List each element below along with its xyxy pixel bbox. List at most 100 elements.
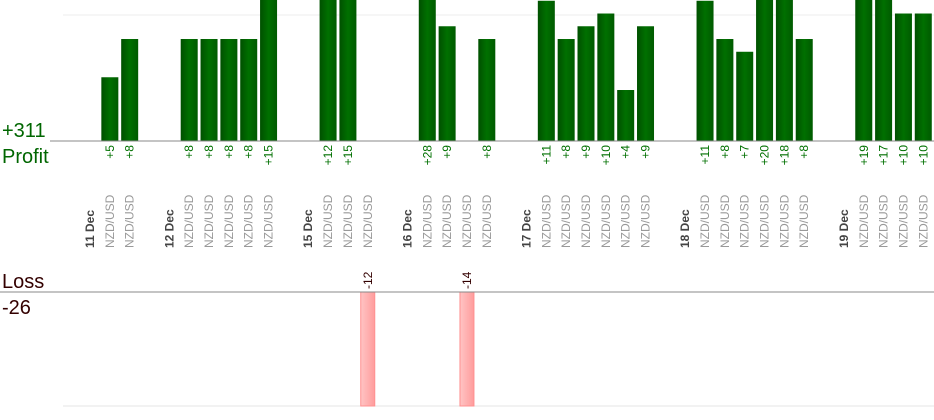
profit-value-label: +5 <box>103 145 117 159</box>
profit-value-label: +8 <box>797 145 811 159</box>
profit-bar <box>260 0 278 141</box>
pair-label: NZD/USD <box>460 194 474 248</box>
pair-label: NZD/USD <box>480 194 494 248</box>
profit-value-label: +8 <box>718 145 732 159</box>
pair-label: NZD/USD <box>123 194 137 248</box>
profit-value-label: +18 <box>777 145 791 166</box>
date-label: 18 Dec <box>678 209 692 248</box>
profit-bar <box>240 39 258 141</box>
pair-label: NZD/USD <box>857 194 871 248</box>
profit-value-label: +8 <box>242 145 256 159</box>
profit-bar <box>696 0 714 141</box>
profit-bar <box>894 13 912 141</box>
pair-label: NZD/USD <box>539 194 553 248</box>
pair-label: NZD/USD <box>797 194 811 248</box>
profit-value-label: +20 <box>758 145 772 166</box>
date-label: 16 Dec <box>400 209 414 248</box>
pair-label: NZD/USD <box>559 194 573 248</box>
pair-label: NZD/USD <box>758 194 772 248</box>
profit-value-label: +19 <box>857 145 871 166</box>
profit-label: Profit <box>2 146 49 168</box>
profit-bar <box>795 39 813 141</box>
profit-bar <box>775 0 793 141</box>
profit-bar <box>577 26 595 141</box>
pair-label: NZD/USD <box>103 194 117 248</box>
pair-label: NZD/USD <box>619 194 633 248</box>
profit-bar <box>875 0 893 141</box>
profit-bar <box>121 39 139 141</box>
profit-bar <box>319 0 337 141</box>
pair-label: NZD/USD <box>599 194 613 248</box>
pair-label: NZD/USD <box>916 194 930 248</box>
date-label: 15 Dec <box>301 209 315 248</box>
profit-bar <box>557 39 575 141</box>
profit-bar <box>438 26 456 141</box>
profit-value-label: +9 <box>440 145 454 159</box>
pair-label: NZD/USD <box>777 194 791 248</box>
profit-value-label: +11 <box>698 145 712 165</box>
profit-value-label: +8 <box>222 145 236 159</box>
date-label: 17 Dec <box>519 209 533 248</box>
profit-bar <box>101 77 119 141</box>
profit-bar <box>220 39 238 141</box>
pair-label: NZD/USD <box>262 194 276 248</box>
profit-value-label: +12 <box>321 145 335 166</box>
pair-label: NZD/USD <box>718 194 732 248</box>
loss-bar <box>459 291 475 407</box>
loss-total: -26 <box>2 297 31 319</box>
pair-label: NZD/USD <box>738 194 752 248</box>
profit-bar <box>200 39 218 141</box>
profit-value-label: +9 <box>639 145 653 159</box>
profit-value-label: +11 <box>539 145 553 165</box>
pair-label: NZD/USD <box>361 194 375 248</box>
profit-value-label: +10 <box>599 145 613 166</box>
profit-bar <box>597 13 615 141</box>
date-label: 19 Dec <box>837 209 851 248</box>
pair-label: NZD/USD <box>877 194 891 248</box>
loss-value-label: -14 <box>460 271 474 289</box>
profit-bar <box>736 51 754 142</box>
pair-label: NZD/USD <box>222 194 236 248</box>
pair-label: NZD/USD <box>440 194 454 248</box>
pair-label: NZD/USD <box>896 194 910 248</box>
profit-value-label: +4 <box>619 145 633 159</box>
pair-label: NZD/USD <box>639 194 653 248</box>
pair-label: NZD/USD <box>242 194 256 248</box>
pair-label: NZD/USD <box>321 194 335 248</box>
loss-value-label: -12 <box>361 271 375 289</box>
profit-bar <box>914 13 932 141</box>
profit-bar <box>339 0 357 141</box>
profit-value-label: +15 <box>341 145 355 166</box>
pair-label: NZD/USD <box>202 194 216 248</box>
profit-value-label: +8 <box>480 145 494 159</box>
pair-label: NZD/USD <box>420 194 434 248</box>
profit-value-label: +8 <box>202 145 216 159</box>
profit-value-label: +8 <box>559 145 573 159</box>
profit-bar <box>418 0 436 141</box>
profit-bar <box>537 0 555 141</box>
profit-bar <box>617 90 635 141</box>
pair-label: NZD/USD <box>182 194 196 248</box>
profit-bar <box>756 0 774 141</box>
pair-label: NZD/USD <box>698 194 712 248</box>
profit-value-label: +28 <box>420 145 434 166</box>
profit-value-label: +17 <box>877 145 891 166</box>
profit-total: +311 <box>2 120 46 142</box>
date-label: 12 Dec <box>162 209 176 248</box>
profit-bar <box>637 26 655 141</box>
loss-label: Loss <box>2 271 44 293</box>
pair-label: NZD/USD <box>341 194 355 248</box>
profit-bar <box>180 39 198 141</box>
profit-bar <box>716 39 734 141</box>
date-label: 11 Dec <box>83 210 97 248</box>
profit-bar <box>478 39 496 141</box>
profit-value-label: +15 <box>262 145 276 166</box>
profit-value-label: +7 <box>738 145 752 159</box>
loss-bar <box>360 291 376 407</box>
profit-value-label: +8 <box>182 145 196 159</box>
profit-value-label: +8 <box>123 145 137 159</box>
pair-label: NZD/USD <box>579 194 593 248</box>
profit-value-label: +9 <box>579 145 593 159</box>
profit-bar <box>855 0 873 141</box>
